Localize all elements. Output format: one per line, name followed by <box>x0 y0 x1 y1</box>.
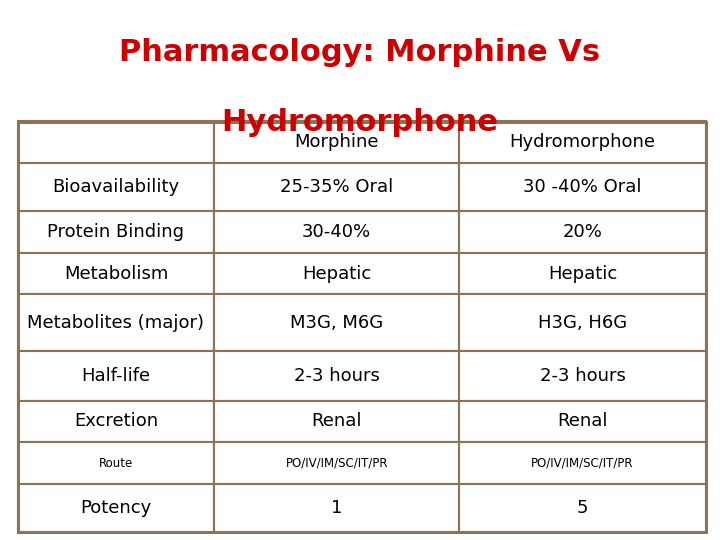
Bar <box>214 253 459 294</box>
Bar <box>214 442 459 484</box>
Bar <box>459 484 706 532</box>
Bar <box>459 211 706 253</box>
Text: 2-3 hours: 2-3 hours <box>294 367 379 384</box>
Bar <box>214 211 459 253</box>
Bar <box>459 122 706 163</box>
Bar <box>459 253 706 294</box>
Bar <box>459 401 706 442</box>
Text: Hepatic: Hepatic <box>548 265 617 282</box>
Bar <box>214 484 459 532</box>
Text: M3G, M6G: M3G, M6G <box>290 314 383 332</box>
Text: Metabolites (major): Metabolites (major) <box>27 314 204 332</box>
Text: Half-life: Half-life <box>81 367 150 384</box>
Text: 20%: 20% <box>562 223 603 241</box>
Bar <box>18 401 214 442</box>
Bar <box>214 350 459 401</box>
Text: PO/IV/IM/SC/IT/PR: PO/IV/IM/SC/IT/PR <box>285 457 388 470</box>
Text: Hydromorphone: Hydromorphone <box>222 108 498 137</box>
Text: H3G, H6G: H3G, H6G <box>538 314 627 332</box>
Bar <box>18 442 214 484</box>
Text: 5: 5 <box>577 499 588 517</box>
Bar <box>18 294 214 350</box>
Bar <box>18 122 706 532</box>
Text: Protein Binding: Protein Binding <box>48 223 184 241</box>
Bar <box>459 442 706 484</box>
Bar <box>18 122 214 163</box>
Bar <box>214 122 459 163</box>
Bar <box>214 294 459 350</box>
Text: 2-3 hours: 2-3 hours <box>539 367 626 384</box>
Text: Route: Route <box>99 457 133 470</box>
Text: Hepatic: Hepatic <box>302 265 372 282</box>
Text: Pharmacology: Morphine Vs: Pharmacology: Morphine Vs <box>120 38 600 67</box>
Text: PO/IV/IM/SC/IT/PR: PO/IV/IM/SC/IT/PR <box>531 457 634 470</box>
Text: Hydromorphone: Hydromorphone <box>510 133 655 151</box>
Text: Renal: Renal <box>557 413 608 430</box>
Bar <box>459 294 706 350</box>
Bar <box>18 163 214 211</box>
Bar <box>18 350 214 401</box>
Text: Potency: Potency <box>81 499 152 517</box>
Bar <box>459 350 706 401</box>
Bar <box>18 484 214 532</box>
Bar <box>459 163 706 211</box>
Text: 1: 1 <box>331 499 343 517</box>
Text: Morphine: Morphine <box>294 133 379 151</box>
Text: 30 -40% Oral: 30 -40% Oral <box>523 178 642 196</box>
Bar <box>18 211 214 253</box>
Bar <box>18 253 214 294</box>
Text: Excretion: Excretion <box>74 413 158 430</box>
Text: Metabolism: Metabolism <box>64 265 168 282</box>
Bar <box>214 163 459 211</box>
Bar <box>214 401 459 442</box>
Text: 25-35% Oral: 25-35% Oral <box>280 178 393 196</box>
Text: Renal: Renal <box>312 413 362 430</box>
Text: 30-40%: 30-40% <box>302 223 372 241</box>
Text: Bioavailability: Bioavailability <box>53 178 179 196</box>
